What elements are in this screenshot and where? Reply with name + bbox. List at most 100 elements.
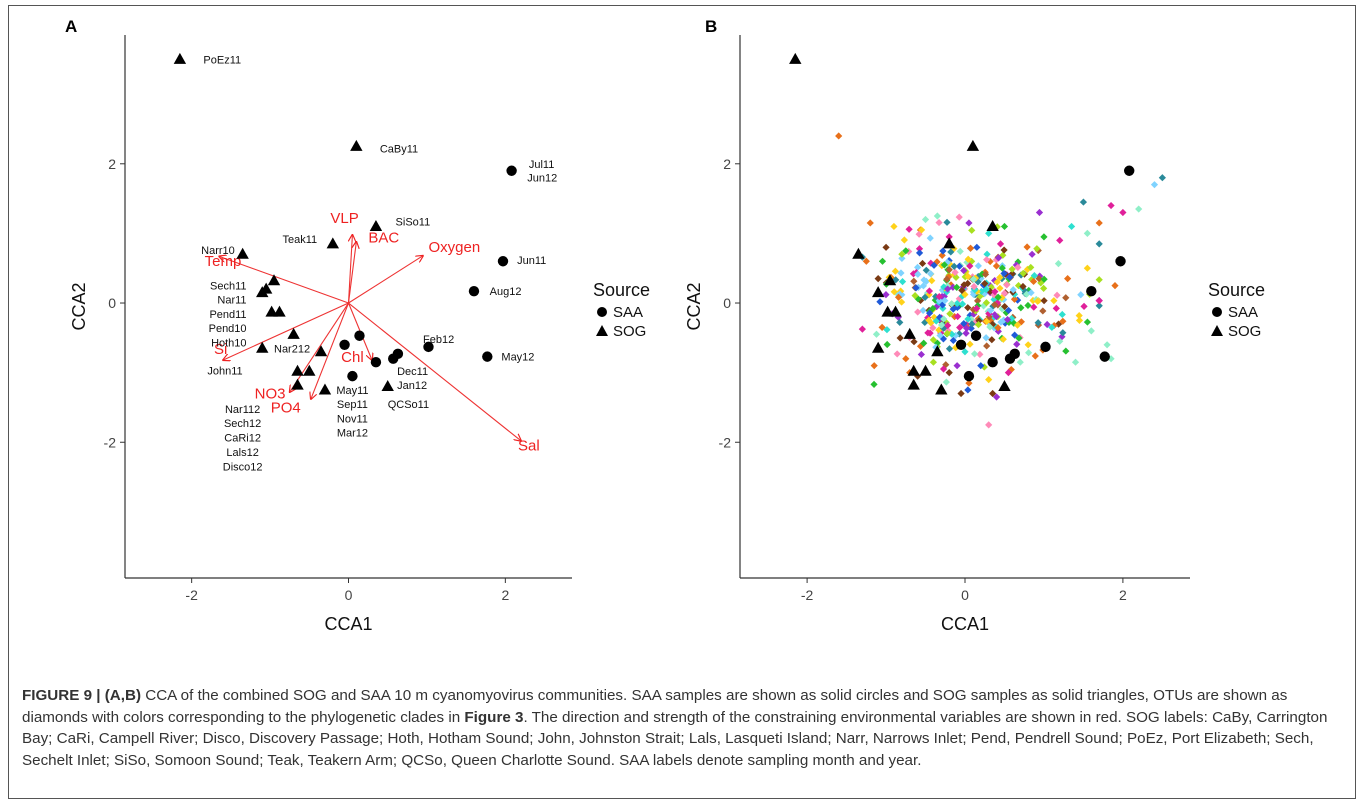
env-arrow-label: Sal <box>518 438 540 455</box>
sample-label: Nar112 <box>225 404 260 416</box>
otu-diamond <box>1062 294 1070 302</box>
otu-diamond <box>1014 263 1022 272</box>
env-arrow-label: Si <box>214 341 227 358</box>
sample-label: Nar11 <box>217 295 246 307</box>
otu-diamond <box>1040 297 1048 305</box>
otu-diamond <box>891 267 899 275</box>
otu-diamond <box>953 362 961 370</box>
otu-diamond <box>912 284 920 292</box>
sog-point <box>907 378 920 390</box>
otu-diamond <box>1111 282 1119 290</box>
otu-diamond <box>1083 264 1091 272</box>
otu-diamond <box>964 255 972 263</box>
otu-diamond <box>928 277 936 285</box>
sog-point <box>265 305 278 317</box>
legend-triangle-icon <box>596 325 608 336</box>
otu-diamond <box>1008 270 1016 278</box>
sog-point <box>287 327 300 339</box>
otu-diamond <box>916 342 925 350</box>
otu-diamond <box>945 256 953 265</box>
sog-point <box>318 383 332 395</box>
otu-diamond <box>1058 333 1066 341</box>
otu-diamond <box>1059 317 1067 325</box>
otu-diamond <box>958 292 966 300</box>
otu-diamond <box>917 350 925 359</box>
otu-diamond <box>986 257 994 266</box>
otu-diamond <box>1079 198 1088 206</box>
sample-label: Pend10 <box>209 323 247 335</box>
otu-diamond <box>1039 307 1047 315</box>
otu-diamond <box>835 132 843 140</box>
figure-caption: FIGURE 9 | (A,B) CCA of the combined SOG… <box>22 685 1347 771</box>
otu-diamond <box>988 336 996 344</box>
sample-label: Aug12 <box>490 286 522 298</box>
otu-diamond <box>1040 284 1048 293</box>
sog-point <box>935 383 948 395</box>
otu-diamond <box>965 219 973 227</box>
otu-diamond <box>977 362 985 370</box>
sog-point <box>881 305 894 317</box>
otu-diamond <box>1030 303 1038 311</box>
otu-diamond <box>878 257 887 265</box>
otu-diamond <box>956 247 964 255</box>
sog-point <box>291 364 304 376</box>
otu-diamond <box>1013 321 1022 329</box>
otu-diamond <box>1012 261 1020 269</box>
otu-diamond <box>955 330 963 338</box>
saa-point <box>339 339 350 350</box>
otu-diamond <box>952 344 960 352</box>
sample-label: Jun11 <box>517 255 546 267</box>
otu-diamond <box>982 299 991 307</box>
sog-point <box>350 139 363 151</box>
sample-label: Lals12 <box>226 447 258 459</box>
otu-diamond <box>1013 340 1021 348</box>
legend-title: Source <box>593 280 650 300</box>
otu-diamond <box>958 300 967 308</box>
otu-diamond <box>1043 320 1051 329</box>
x-axis-title: CCA1 <box>941 614 989 634</box>
otu-diamond <box>994 327 1002 335</box>
sog-point <box>303 364 316 376</box>
env-arrow-temp <box>219 256 349 304</box>
otu-diamond <box>1067 222 1076 231</box>
otu-diamond <box>872 330 881 338</box>
env-arrow-si <box>223 302 349 360</box>
otu-diamond <box>982 334 990 342</box>
otu-diamond <box>968 320 976 328</box>
sog-point <box>369 219 383 231</box>
otu-diamond <box>927 270 935 278</box>
otu-diamond <box>1056 337 1064 345</box>
otu-diamond <box>1010 295 1019 303</box>
otu-diamond <box>964 304 972 312</box>
otu-diamond <box>955 262 964 270</box>
env-arrow-po4 <box>311 302 350 399</box>
otu-diamond <box>896 334 904 342</box>
panel-a-letter: A <box>65 17 77 36</box>
otu-diamond <box>902 355 910 363</box>
otu-diamond <box>1033 297 1042 305</box>
otu-diamond <box>949 336 957 345</box>
sog-point <box>871 341 885 353</box>
otu-diamond <box>1004 369 1013 377</box>
sog-point <box>326 237 340 249</box>
otu-diamond <box>935 292 943 301</box>
sog-point <box>852 247 865 259</box>
otu-diamond <box>1050 297 1058 305</box>
otu-diamond <box>945 273 953 281</box>
otu-diamond <box>1135 205 1143 213</box>
saa-point <box>354 330 365 341</box>
otu-diamond <box>915 249 924 257</box>
sog-point <box>256 286 269 298</box>
otu-diamond <box>898 278 907 286</box>
otu-diamond <box>1040 233 1048 241</box>
sample-label: Nov11 <box>337 414 368 426</box>
otu-diamond <box>944 321 952 330</box>
otu-diamond <box>960 319 968 328</box>
sog-point <box>236 247 249 259</box>
otu-diamond <box>1095 219 1103 227</box>
otu-diamond <box>999 251 1007 259</box>
otu-diamond <box>1034 319 1042 327</box>
sample-label: Pend11 <box>209 309 246 321</box>
otu-diamond <box>938 251 946 259</box>
otu-diamond <box>942 318 950 327</box>
